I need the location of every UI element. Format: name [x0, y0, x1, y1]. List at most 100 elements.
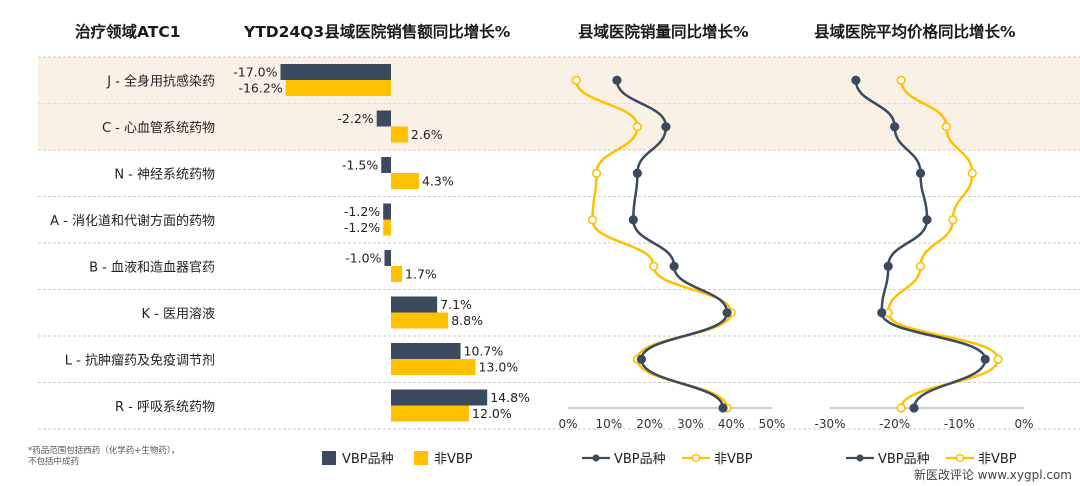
sales-chart-title: YTD24Q3县域医院销售额同比增长%	[244, 23, 511, 41]
volume-tick-5: 50%	[759, 417, 786, 431]
bar-vbp-1	[376, 110, 391, 127]
price-point-nonvbp-6	[993, 354, 1003, 364]
category-label-6: L - 抗肿瘤药及免疫调节剂	[65, 352, 215, 368]
bar-label-nonvbp-4: 1.7%	[405, 267, 437, 282]
volume-point-vbp-6	[636, 354, 647, 364]
volume-point-vbp-0	[612, 75, 622, 85]
footnote-line2: 不包括中成药	[28, 457, 80, 467]
bar-label-nonvbp-2: 4.3%	[422, 174, 454, 189]
volume-tick-3: 30%	[677, 417, 704, 431]
category-header: 治疗领域ATC1	[75, 23, 181, 41]
price-point-vbp-3	[922, 215, 932, 225]
volume-legend-nonvbp-marker	[691, 453, 701, 463]
legend-bar-nonvbp-swatch	[414, 451, 428, 465]
category-label-2: N - 神经系统药物	[114, 167, 215, 182]
footnote-line1: *药品范围包括西药（化学药+生物药），	[28, 446, 180, 456]
price-point-vbp-5	[877, 308, 887, 318]
price-legend-vbp-marker	[856, 454, 864, 462]
price-point-nonvbp-4	[915, 261, 926, 271]
volume-point-vbp-5	[722, 308, 732, 318]
bar-nonvbp-1	[391, 126, 408, 143]
legend-bar-vbp-label: VBP品种	[342, 452, 394, 467]
category-label-4: B - 血液和造血器官药	[89, 259, 215, 275]
volume-point-vbp-3	[628, 215, 638, 225]
volume-point-nonvbp-3	[587, 215, 598, 225]
price-legend-vbp-label: VBP品种	[878, 452, 930, 467]
volume-tick-0: 0%	[558, 417, 577, 431]
price-point-nonvbp-0	[896, 75, 906, 85]
price-tick-0: -30%	[814, 417, 845, 431]
bar-nonvbp-7	[391, 405, 469, 422]
price-point-nonvbp-2	[967, 168, 977, 178]
bar-label-vbp-0: -17.0%	[233, 65, 277, 80]
bar-vbp-3	[383, 203, 391, 220]
bar-label-vbp-2: -1.5%	[342, 158, 378, 173]
highlight-band-0	[38, 57, 1080, 104]
source-text: 新医改评论 www.xygpl.com	[913, 468, 1072, 482]
bar-nonvbp-5	[391, 312, 449, 329]
bar-nonvbp-4	[391, 266, 403, 282]
bar-label-vbp-7: 14.8%	[490, 390, 530, 405]
price-point-nonvbp-3	[948, 215, 958, 225]
bar-nonvbp-0	[285, 80, 391, 96]
legend-bar-vbp-swatch	[322, 451, 336, 465]
bar-label-vbp-5: 7.1%	[440, 297, 472, 312]
bar-label-nonvbp-5: 8.8%	[451, 313, 483, 328]
volume-point-vbp-7	[718, 403, 728, 413]
price-tick-2: -10%	[944, 417, 975, 431]
price-point-vbp-2	[915, 168, 926, 178]
bar-vbp-2	[381, 157, 391, 173]
price-point-vbp-7	[909, 403, 919, 413]
footnote: *药品范围包括西药（化学药+生物药）， 不包括中成药	[28, 446, 258, 468]
bar-label-vbp-6: 10.7%	[464, 344, 504, 359]
bar-label-nonvbp-6: 13.0%	[479, 360, 519, 375]
bar-nonvbp-3	[383, 219, 391, 236]
bar-label-nonvbp-7: 12.0%	[472, 406, 512, 421]
bar-vbp-0	[280, 64, 391, 80]
volume-legend-vbp-label: VBP品种	[614, 452, 666, 467]
bar-label-vbp-4: -1.0%	[345, 251, 381, 266]
price-tick-3: 0%	[1014, 417, 1033, 431]
volume-legend-vbp-marker	[592, 454, 600, 462]
volume-tick-1: 10%	[595, 417, 622, 431]
volume-point-nonvbp-1	[632, 122, 642, 132]
category-label-0: J - 全身用抗感染药	[106, 73, 215, 89]
category-label-1: C - 心血管系统药物	[102, 121, 215, 136]
price-point-vbp-0	[851, 75, 861, 85]
volume-point-nonvbp-2	[591, 168, 602, 178]
bar-label-nonvbp-0: -16.2%	[238, 81, 282, 96]
volume-legend-nonvbp-label: 非VBP	[714, 452, 753, 467]
price-point-vbp-6	[980, 354, 990, 364]
price-point-nonvbp-7	[896, 403, 906, 413]
bar-vbp-6	[391, 343, 461, 359]
bar-nonvbp-6	[391, 359, 476, 375]
price-tick-1: -20%	[879, 417, 910, 431]
volume-tick-2: 20%	[636, 417, 663, 431]
price-chart-title: 县域医院平均价格同比增长%	[814, 23, 1016, 41]
bar-vbp-4	[384, 250, 391, 266]
bar-label-vbp-1: -2.2%	[337, 111, 373, 126]
volume-point-nonvbp-0	[571, 75, 581, 85]
volume-point-nonvbp-4	[649, 261, 659, 271]
price-point-vbp-1	[890, 122, 900, 132]
bar-label-nonvbp-1: 2.6%	[411, 127, 443, 142]
bar-label-nonvbp-3: -1.2%	[344, 220, 380, 235]
bar-vbp-7	[391, 389, 488, 406]
category-label-7: R - 呼吸系统药物	[115, 400, 215, 415]
price-point-nonvbp-1	[941, 122, 952, 132]
bar-label-vbp-3: -1.2%	[344, 204, 380, 219]
highlight-band-1	[38, 103, 1080, 150]
volume-chart-title: 县域医院销量同比增长%	[578, 23, 749, 41]
volume-point-vbp-2	[632, 168, 642, 178]
price-legend-nonvbp-marker	[955, 453, 965, 463]
price-point-vbp-4	[883, 261, 893, 271]
volume-tick-4: 40%	[718, 417, 745, 431]
bar-nonvbp-2	[391, 173, 419, 189]
category-label-5: K - 医用溶液	[142, 307, 215, 322]
volume-point-vbp-4	[669, 261, 679, 271]
